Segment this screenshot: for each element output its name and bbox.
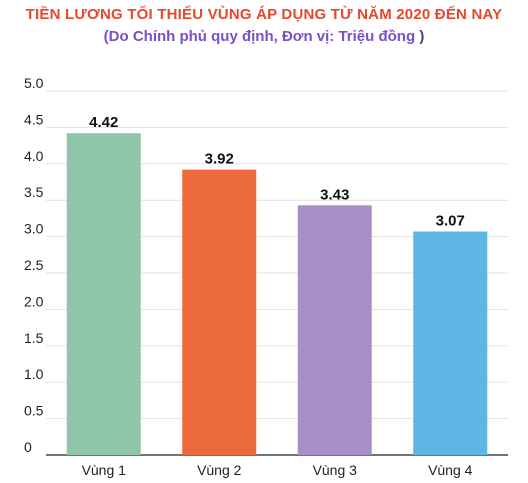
chart-subtitle: (Do Chính phủ quy định, Đơn vị: Triệu đồ… xyxy=(0,28,528,45)
y-tick-label: 3.5 xyxy=(24,184,44,200)
y-tick-label: 2.5 xyxy=(24,257,44,273)
y-tick-label: 2.0 xyxy=(24,293,44,309)
bar[interactable] xyxy=(297,205,372,455)
x-category-label: Vùng 3 xyxy=(313,462,358,478)
y-tick-label: 1.0 xyxy=(24,366,44,382)
data-label: 3.07 xyxy=(436,213,465,230)
y-tick-label: 5.0 xyxy=(24,75,44,91)
y-tick-label: 0.5 xyxy=(24,403,44,419)
y-tick-label: 4.0 xyxy=(24,148,44,164)
bar[interactable] xyxy=(182,169,257,455)
data-label: 3.92 xyxy=(205,151,234,168)
chart-title: TIỀN LƯƠNG TỐI THIỂU VÙNG ÁP DỤNG TỪ NĂM… xyxy=(25,6,503,23)
chart-subtitle-close: ) xyxy=(419,28,425,45)
bar[interactable] xyxy=(66,133,141,455)
x-category-label: Vùng 4 xyxy=(428,462,473,478)
y-tick-label: 1.5 xyxy=(24,330,44,346)
chart-subtitle-text: (Do Chính phủ quy định, Đơn vị: Triệu đồ… xyxy=(103,28,416,45)
y-tick-label: 3.0 xyxy=(24,221,44,237)
bar[interactable] xyxy=(413,231,488,455)
x-category-label: Vùng 2 xyxy=(197,462,242,478)
data-label: 4.42 xyxy=(89,114,118,131)
y-tick-label: 0 xyxy=(24,439,32,455)
x-category-label: Vùng 1 xyxy=(82,462,127,478)
data-label: 3.43 xyxy=(320,186,349,203)
y-tick-label: 4.5 xyxy=(24,111,44,127)
